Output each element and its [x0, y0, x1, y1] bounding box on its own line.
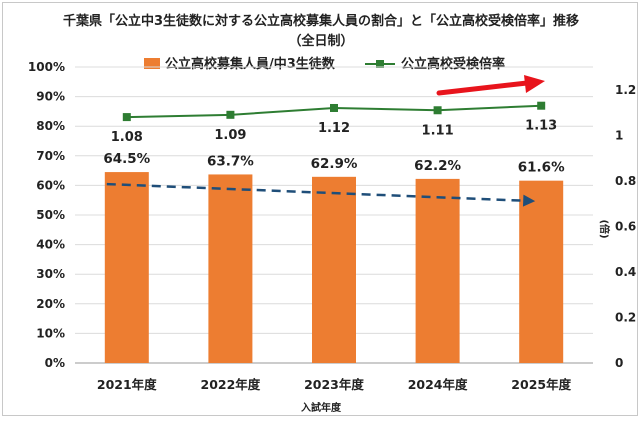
bar-value-label: 62.9%: [311, 156, 358, 172]
y-tick-label: 50%: [36, 208, 65, 222]
y-tick-label: 10%: [36, 326, 65, 340]
y-tick-label: 20%: [36, 297, 65, 311]
bar: [104, 172, 149, 363]
x-tick-label: 2021年度: [97, 377, 157, 392]
legend-line-label: 公立高校受検倍率: [401, 56, 505, 72]
y2-tick-label: 0: [615, 356, 623, 370]
x-axis-title: 入試年度: [301, 401, 342, 414]
trend-arrow-head: [522, 194, 536, 207]
bar: [519, 180, 564, 363]
y2-tick-label: 0.6: [615, 219, 636, 233]
y-tick-label: 90%: [36, 90, 65, 104]
upward-trend-arrow-head: [524, 75, 545, 93]
y2-tick-label: 1: [615, 128, 623, 142]
rate-value-label: 1.11: [422, 123, 454, 138]
bar: [208, 174, 253, 363]
rate-marker: [433, 106, 442, 115]
rate-value-label: 1.08: [111, 130, 143, 145]
bar: [415, 178, 460, 363]
bar-value-label: 62.2%: [414, 158, 461, 174]
rate-marker: [330, 103, 338, 112]
chart-title: 千葉県「公立中3生徒数に対する公立高校募集人員の割合」と「公立高校受検倍率」推移: [63, 13, 579, 29]
x-tick-label: 2024年度: [408, 377, 468, 392]
y2-tick-label: 0.8: [615, 174, 636, 188]
bar-value-label: 61.6%: [518, 160, 565, 176]
upward-trend-arrow: [436, 75, 545, 96]
chart-frame: 千葉県「公立中3生徒数に対する公立高校募集人員の割合」と「公立高校受検倍率」推移…: [2, 2, 638, 416]
y-tick-label: 80%: [36, 119, 65, 133]
x-tick-label: 2023年度: [304, 377, 364, 392]
y2-axis-title: (倍): [598, 219, 611, 238]
y-tick-label: 30%: [36, 267, 65, 281]
rate-value-label: 1.09: [214, 128, 246, 143]
bar: [312, 176, 356, 363]
upward-trend-arrow-shaft: [436, 80, 530, 96]
chart-subtitle: （全日制）: [288, 33, 353, 49]
legend-line-marker: [376, 60, 384, 68]
y2-tick-label: 0.2: [615, 310, 636, 324]
x-tick-label: 2022年度: [201, 377, 261, 392]
rate-value-label: 1.13: [525, 119, 557, 134]
legend-bar-swatch: [144, 58, 160, 69]
combo-chart: 千葉県「公立中3生徒数に対する公立高校募集人員の割合」と「公立高校受検倍率」推移…: [28, 13, 636, 414]
bar-value-label: 63.7%: [207, 153, 254, 169]
x-tick-label: 2025年度: [511, 377, 571, 392]
y-tick-label: 70%: [36, 149, 65, 163]
rate-marker: [537, 101, 546, 110]
y-tick-label: 0%: [45, 356, 65, 370]
y-tick-label: 40%: [36, 238, 65, 252]
y-tick-label: 60%: [36, 178, 65, 192]
rate-marker: [226, 110, 235, 119]
legend: 公立高校募集人員/中3生徒数 公立高校受検倍率: [144, 56, 505, 72]
legend-bar-label: 公立高校募集人員/中3生徒数: [165, 56, 336, 72]
rate-marker: [122, 113, 131, 122]
bar-value-label: 64.5%: [103, 151, 150, 167]
rate-value-label: 1.12: [318, 121, 350, 136]
y-tick-label: 100%: [28, 60, 65, 74]
trend-line: [106, 182, 524, 202]
y2-tick-label: 0.4: [615, 265, 636, 279]
y2-tick-label: 1.2: [615, 83, 636, 97]
